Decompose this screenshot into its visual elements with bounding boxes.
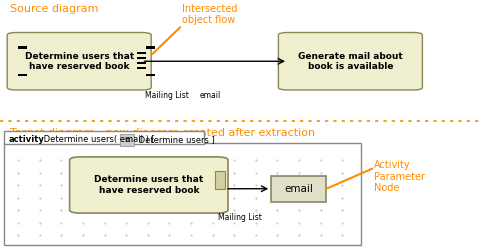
Text: Determine users that
have reserved book: Determine users that have reserved book xyxy=(24,52,134,71)
Text: activity: activity xyxy=(9,136,45,144)
Text: Activity
Parameter
Node: Activity Parameter Node xyxy=(374,160,425,193)
FancyBboxPatch shape xyxy=(278,32,422,90)
Bar xyxy=(137,52,146,54)
Text: Intersected
object flow: Intersected object flow xyxy=(182,4,238,25)
Bar xyxy=(146,74,155,76)
Bar xyxy=(146,46,155,48)
Bar xyxy=(137,67,146,69)
Text: Determine users that
have reserved book: Determine users that have reserved book xyxy=(94,175,204,195)
Bar xyxy=(18,46,27,48)
Text: Target diagram - new diagram created after extraction: Target diagram - new diagram created aft… xyxy=(10,128,315,138)
Text: Source diagram: Source diagram xyxy=(10,4,98,14)
Text: email: email xyxy=(199,91,220,100)
Text: email: email xyxy=(284,184,313,194)
Bar xyxy=(4,142,361,245)
FancyBboxPatch shape xyxy=(7,32,151,90)
Bar xyxy=(4,131,204,144)
Text: Mailing List: Mailing List xyxy=(218,212,262,222)
FancyBboxPatch shape xyxy=(70,157,228,213)
Bar xyxy=(215,171,225,189)
Bar xyxy=(120,134,134,145)
Bar xyxy=(137,57,146,59)
Text: ≡: ≡ xyxy=(124,137,130,143)
Text: Determine users( email ) [: Determine users( email ) [ xyxy=(41,136,155,144)
Bar xyxy=(18,74,27,76)
Text: Generate mail about
book is available: Generate mail about book is available xyxy=(298,52,403,71)
Bar xyxy=(271,176,326,202)
Bar xyxy=(137,62,146,64)
Text: Determine users ]: Determine users ] xyxy=(136,136,215,144)
Text: Mailing List: Mailing List xyxy=(145,91,189,100)
